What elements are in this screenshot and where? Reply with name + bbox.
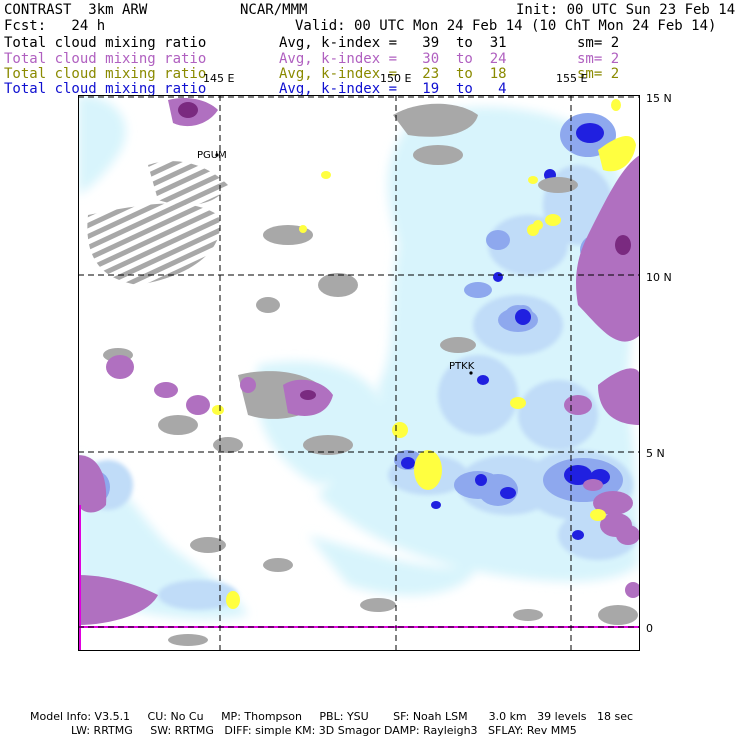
- model-title: CONTRAST 3km ARW: [4, 2, 148, 18]
- footer-model-info: Model Info: V3.5.1 CU: No Cu MP: Thompso…: [30, 710, 634, 723]
- lat-lon-grid: [78, 95, 640, 651]
- cloud-mixing-ratio-map: [78, 95, 640, 651]
- legend-range-2: Avg, k-index = 30 to 24: [279, 51, 507, 67]
- lon-label-150e: 150 E: [380, 72, 412, 85]
- lon-label-145e: 145 E: [203, 72, 235, 85]
- dark-violet-cloud-cores: [178, 102, 631, 400]
- legend-field-3: Total cloud mixing ratio: [4, 66, 207, 82]
- footer-physics-info: LW: RRTMG SW: RRTMG DIFF: simple KM: 3D …: [71, 724, 577, 737]
- forecast-hour: Fcst: 24 h: [4, 18, 106, 34]
- gray-cloud-field: [87, 103, 638, 646]
- legend-sm-1: sm= 2: [577, 35, 620, 51]
- legend-range-1: Avg, k-index = 39 to 31: [279, 35, 507, 51]
- station-markers: [215, 153, 473, 375]
- legend-range-3: Avg, k-index = 23 to 18: [279, 66, 507, 82]
- lat-label-15n: 15 N: [646, 92, 672, 105]
- station-label-pgum: PGUM: [197, 150, 227, 161]
- map-frame: [78, 95, 640, 651]
- init-time: Init: 00 UTC Sun 23 Feb 14: [516, 2, 736, 18]
- lat-label-5n: 5 N: [646, 447, 665, 460]
- organization-label: NCAR/MMM: [240, 2, 308, 18]
- legend-field-2: Total cloud mixing ratio: [4, 51, 207, 67]
- lon-label-155e: 155 E: [556, 72, 588, 85]
- legend-sm-3: sm= 2: [577, 66, 620, 82]
- legend-sm-2: sm= 2: [577, 51, 620, 67]
- valid-time: Valid: 00 UTC Mon 24 Feb 14 (10 ChT Mon …: [295, 18, 717, 34]
- lat-label-10n: 10 N: [646, 271, 672, 284]
- lat-label-0: 0: [646, 622, 653, 635]
- station-label-ptkk: PTKK: [449, 361, 475, 372]
- legend-field-4: Total cloud mixing ratio: [4, 81, 207, 97]
- legend-field-1: Total cloud mixing ratio: [4, 35, 207, 51]
- legend-range-4: Avg, k-index = 19 to 4: [279, 81, 507, 97]
- yellow-cloud-field: [212, 99, 636, 609]
